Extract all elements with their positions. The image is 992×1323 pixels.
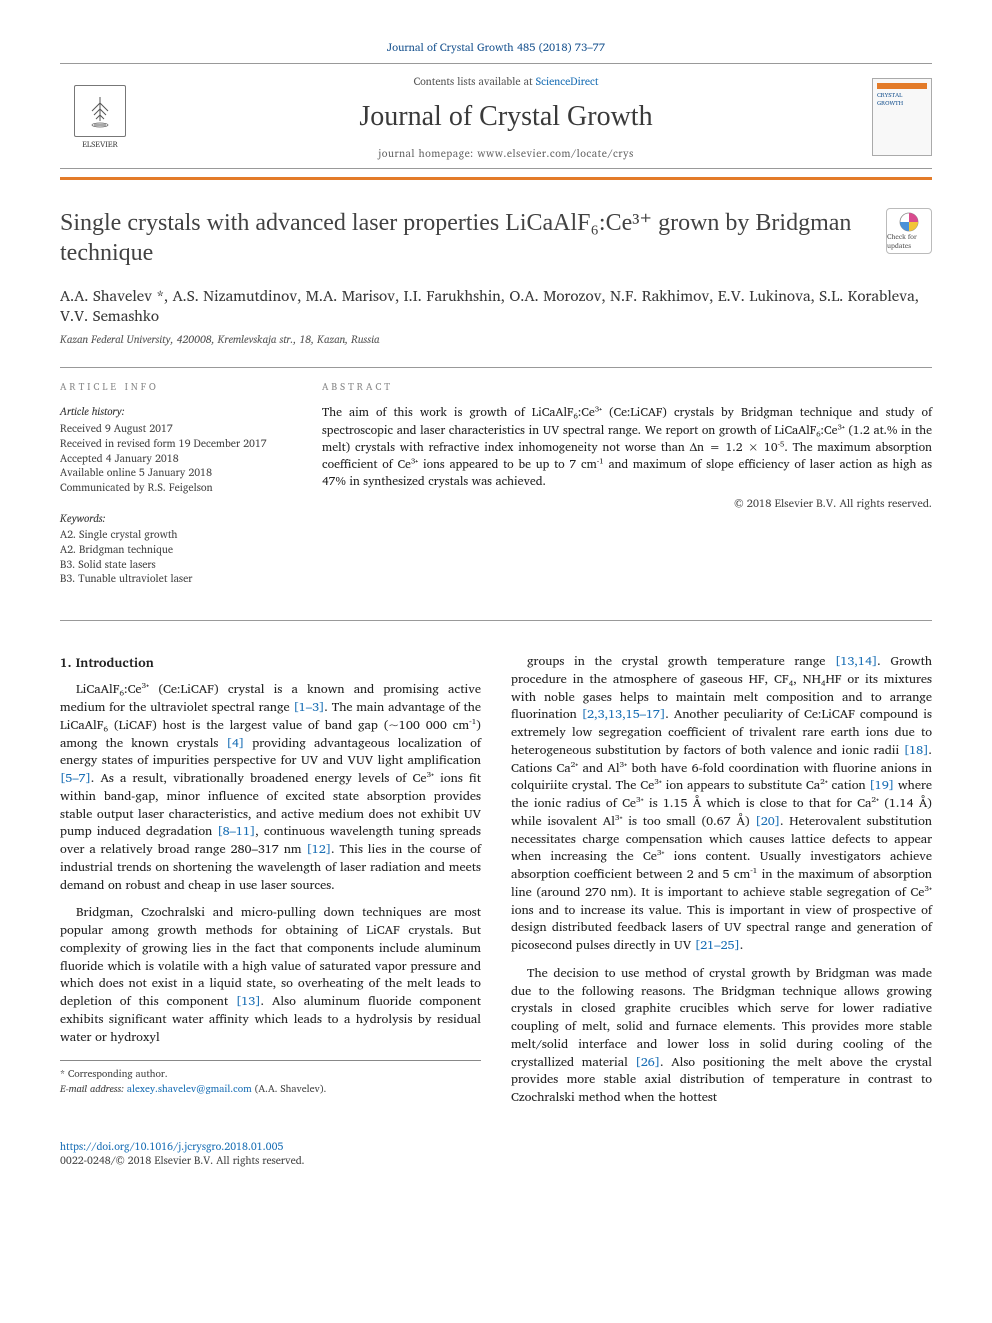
body-two-column: 1. Introduction LiCaAlF₆:Ce³⁺ (Ce:LiCAF)… (60, 653, 932, 1117)
journal-reference: Journal of Crystal Growth 485 (2018) 73–… (60, 40, 932, 55)
email-suffix: (A.A. Shavelev). (252, 1081, 327, 1097)
corresponding-author-note: * Corresponding author. (60, 1067, 481, 1081)
body-paragraph: The decision to use method of crystal gr… (511, 965, 932, 1107)
abstract-text: The aim of this work is growth of LiCaAl… (322, 404, 932, 489)
check-updates-badge[interactable]: Check for updates (886, 208, 932, 254)
elsevier-tree-icon (74, 85, 126, 137)
contents-prefix: Contents lists available at (414, 72, 536, 90)
journal-name: Journal of Crystal Growth (140, 98, 872, 136)
cover-stripe (877, 83, 927, 89)
email-label: E-mail address: (60, 1081, 127, 1097)
publisher-name: ELSEVIER (82, 139, 118, 150)
keywords-heading: Keywords: (60, 511, 290, 526)
section-heading-introduction: 1. Introduction (60, 653, 481, 671)
contents-list-line: Contents lists available at ScienceDirec… (140, 74, 872, 88)
article-info-column: ARTICLE INFO Article history: Received 9… (60, 382, 290, 602)
info-abstract-block: ARTICLE INFO Article history: Received 9… (60, 367, 932, 621)
history-heading: Article history: (60, 404, 290, 419)
keyword-line: B3. Tunable ultraviolet laser (60, 571, 290, 586)
keywords-block: Keywords: A2. Single crystal growth A2. … (60, 511, 290, 586)
title-row: Single crystals with advanced laser prop… (60, 208, 932, 268)
article-history-block: Article history: Received 9 August 2017 … (60, 404, 290, 494)
article-info-label: ARTICLE INFO (60, 382, 290, 395)
publisher-logo: ELSEVIER (60, 85, 140, 150)
masthead: ELSEVIER Contents lists available at Sci… (60, 63, 932, 169)
journal-homepage-line: journal homepage: www.elsevier.com/locat… (140, 146, 872, 160)
cover-label: CRYSTAL GROWTH (877, 91, 927, 107)
abstract-column: ABSTRACT The aim of this work is growth … (322, 382, 932, 602)
masthead-center: Contents lists available at ScienceDirec… (140, 74, 872, 160)
email-line: E-mail address: alexey.shavelev@gmail.co… (60, 1082, 481, 1096)
abstract-label: ABSTRACT (322, 382, 932, 395)
issn-copyright: 0022-0248/© 2018 Elsevier B.V. All right… (60, 1153, 932, 1167)
check-updates-icon (898, 211, 920, 233)
body-paragraph: Bridgman, Czochralski and micro-pulling … (60, 904, 481, 1046)
footnotes-block: * Corresponding author. E-mail address: … (60, 1060, 481, 1095)
author-list: A.A. Shavelev *, A.S. Nizamutdinov, M.A.… (60, 286, 932, 327)
author-email-link[interactable]: alexey.shavelev@gmail.com (127, 1081, 252, 1097)
homepage-prefix: journal homepage: (378, 144, 477, 162)
homepage-url[interactable]: www.elsevier.com/locate/crys (477, 144, 633, 162)
body-paragraph: groups in the crystal growth temperature… (511, 653, 932, 955)
history-line: Communicated by R.S. Feigelson (60, 480, 290, 495)
check-updates-text: Check for updates (887, 233, 931, 252)
affiliation: Kazan Federal University, 420008, Kremle… (60, 332, 932, 346)
page-footer: https://doi.org/10.1016/j.jcrysgro.2018.… (60, 1139, 932, 1167)
article-title: Single crystals with advanced laser prop… (60, 208, 868, 268)
orange-rule (60, 177, 932, 180)
journal-cover-thumbnail: CRYSTAL GROWTH (872, 78, 932, 156)
body-paragraph: LiCaAlF₆:Ce³⁺ (Ce:LiCAF) crystal is a kn… (60, 681, 481, 894)
sciencedirect-link[interactable]: ScienceDirect (536, 72, 599, 90)
abstract-copyright: © 2018 Elsevier B.V. All rights reserved… (322, 496, 932, 511)
